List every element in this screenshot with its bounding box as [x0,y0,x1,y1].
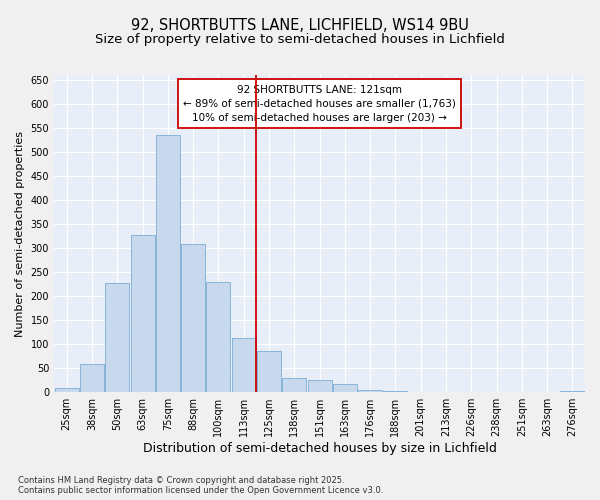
Bar [560,391,584,392]
X-axis label: Distribution of semi-detached houses by size in Lichfield: Distribution of semi-detached houses by … [143,442,496,455]
Bar [308,380,332,392]
Text: 92 SHORTBUTTS LANE: 121sqm
← 89% of semi-detached houses are smaller (1,763)
10%: 92 SHORTBUTTS LANE: 121sqm ← 89% of semi… [183,84,456,122]
Bar [181,244,205,392]
Bar [131,234,155,392]
Bar [232,338,256,392]
Bar [383,391,407,392]
Bar [156,135,180,392]
Bar [105,282,129,392]
Bar [206,282,230,392]
Bar [282,378,306,392]
Text: 92, SHORTBUTTS LANE, LICHFIELD, WS14 9BU: 92, SHORTBUTTS LANE, LICHFIELD, WS14 9BU [131,18,469,32]
Bar [358,390,382,392]
Text: Size of property relative to semi-detached houses in Lichfield: Size of property relative to semi-detach… [95,32,505,46]
Bar [55,388,79,392]
Y-axis label: Number of semi-detached properties: Number of semi-detached properties [15,130,25,336]
Text: Contains HM Land Registry data © Crown copyright and database right 2025.
Contai: Contains HM Land Registry data © Crown c… [18,476,383,495]
Bar [80,364,104,392]
Bar [333,384,357,392]
Bar [257,352,281,392]
